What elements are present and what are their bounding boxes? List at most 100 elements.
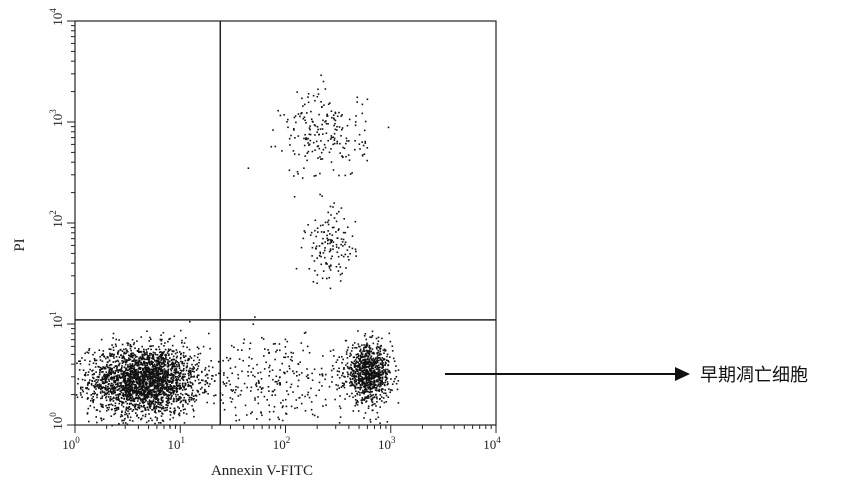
event-dot-population-1 [183,375,186,378]
event-dot-population-1 [90,384,93,386]
event-dot-population-1 [192,399,195,401]
event-dot-population-2 [381,359,383,362]
event-dot-population-2 [362,385,365,388]
event-dot-population-1 [149,389,152,392]
event-dot-population-1 [181,362,183,365]
event-dot-population-1 [171,381,174,383]
event-dot-population-2 [357,373,360,376]
event-dot-population-3 [306,112,308,114]
event-dot-population-2 [391,350,394,352]
event-dot-population-1 [179,375,182,377]
event-dot-population-3 [306,152,309,154]
event-dot-population-3 [333,118,336,121]
event-dot-population-2 [381,376,384,378]
event-dot-population-1 [157,372,159,374]
event-dot-population-1 [94,366,97,368]
event-dot-population-4 [330,214,332,216]
event-dot-population-2 [351,375,354,377]
event-dot-population-2 [379,377,382,379]
event-dot-population-4 [336,237,339,239]
event-dot-population-4 [324,241,326,243]
event-dot-population-5 [271,369,274,371]
event-dot-population-5 [229,357,231,360]
event-dot-population-1 [97,385,99,388]
event-dot-population-1 [160,381,163,384]
event-dot-population-1 [121,415,124,417]
event-dot-population-2 [370,355,373,357]
event-dot-population-5 [284,356,287,359]
event-dot-population-1 [149,392,152,395]
event-dot-population-3 [311,120,314,123]
event-dot-population-5 [318,389,320,391]
event-dot-population-1 [127,342,130,345]
event-dot-population-4 [314,219,317,222]
event-dot-population-2 [377,354,379,356]
event-dot-population-1 [110,370,112,372]
event-dot-population-1 [97,383,99,386]
event-dot-population-3 [348,159,351,161]
event-dot-population-2 [373,363,375,365]
event-dot-population-1 [95,371,97,373]
event-dot-population-1 [219,369,222,372]
event-dot-population-1 [170,376,173,379]
event-dot-population-2 [344,398,346,400]
event-dot-population-2 [373,384,376,386]
event-dot-population-3 [281,150,283,152]
event-dot-population-2 [363,359,365,361]
event-dot-population-1 [157,394,159,396]
event-dot-population-3 [270,145,273,148]
x-axis-tick-label: 102 [273,435,291,452]
event-dot-population-4 [336,251,339,253]
event-dot-population-1 [123,348,125,351]
event-dot-population-1 [126,349,128,352]
event-dot-population-2 [357,382,360,384]
event-dot-population-1 [161,372,163,375]
event-dot-population-1 [104,367,106,370]
event-dot-population-5 [266,399,268,401]
event-dot-population-3 [354,140,356,142]
event-dot-population-1 [202,345,205,348]
event-dot-population-1 [175,356,178,359]
event-dot-population-4 [341,272,343,275]
event-dot-population-2 [357,401,359,403]
event-dot-population-5 [262,387,264,389]
event-dot-population-1 [144,376,146,378]
event-dot-population-1 [179,379,181,382]
event-dot-population-1 [140,399,142,402]
event-dot-population-1 [182,354,185,357]
event-dot-population-3 [322,133,324,135]
event-dot-population-1 [147,392,149,395]
event-dot-population-4 [339,273,342,276]
event-dot-population-3 [324,88,327,90]
event-dot-population-2 [387,396,389,398]
event-dot-population-2 [385,359,388,361]
event-dot-population-2 [364,358,367,361]
event-dot-population-2 [361,382,364,385]
event-dot-population-5 [261,414,263,417]
event-dot-population-3 [387,126,390,129]
event-dot-population-1 [150,383,152,386]
event-dot-population-2 [352,396,354,399]
event-dot-population-5 [277,416,279,419]
event-dot-population-1 [174,372,176,375]
event-dot-population-1 [138,357,140,359]
event-dot-population-1 [186,362,189,365]
event-dot-population-1 [103,391,106,393]
event-dot-population-2 [381,366,383,369]
event-dot-population-1 [132,391,134,394]
event-dot-population-2 [364,366,366,369]
event-dot-population-1 [107,396,110,398]
event-dot-population-1 [161,366,163,368]
event-dot-population-5 [274,380,277,383]
event-dot-population-1 [189,355,191,358]
event-dot-population-3 [324,121,326,123]
event-dot-population-1 [141,392,143,395]
event-dot-population-1 [128,378,131,381]
event-dot-population-1 [168,338,170,340]
event-dot-population-1 [138,384,141,386]
event-dot-population-1 [128,359,131,361]
event-dot-population-1 [138,388,140,390]
event-dot-population-1 [162,369,164,371]
event-dot-population-1 [147,420,150,422]
event-dot-population-1 [158,377,161,380]
